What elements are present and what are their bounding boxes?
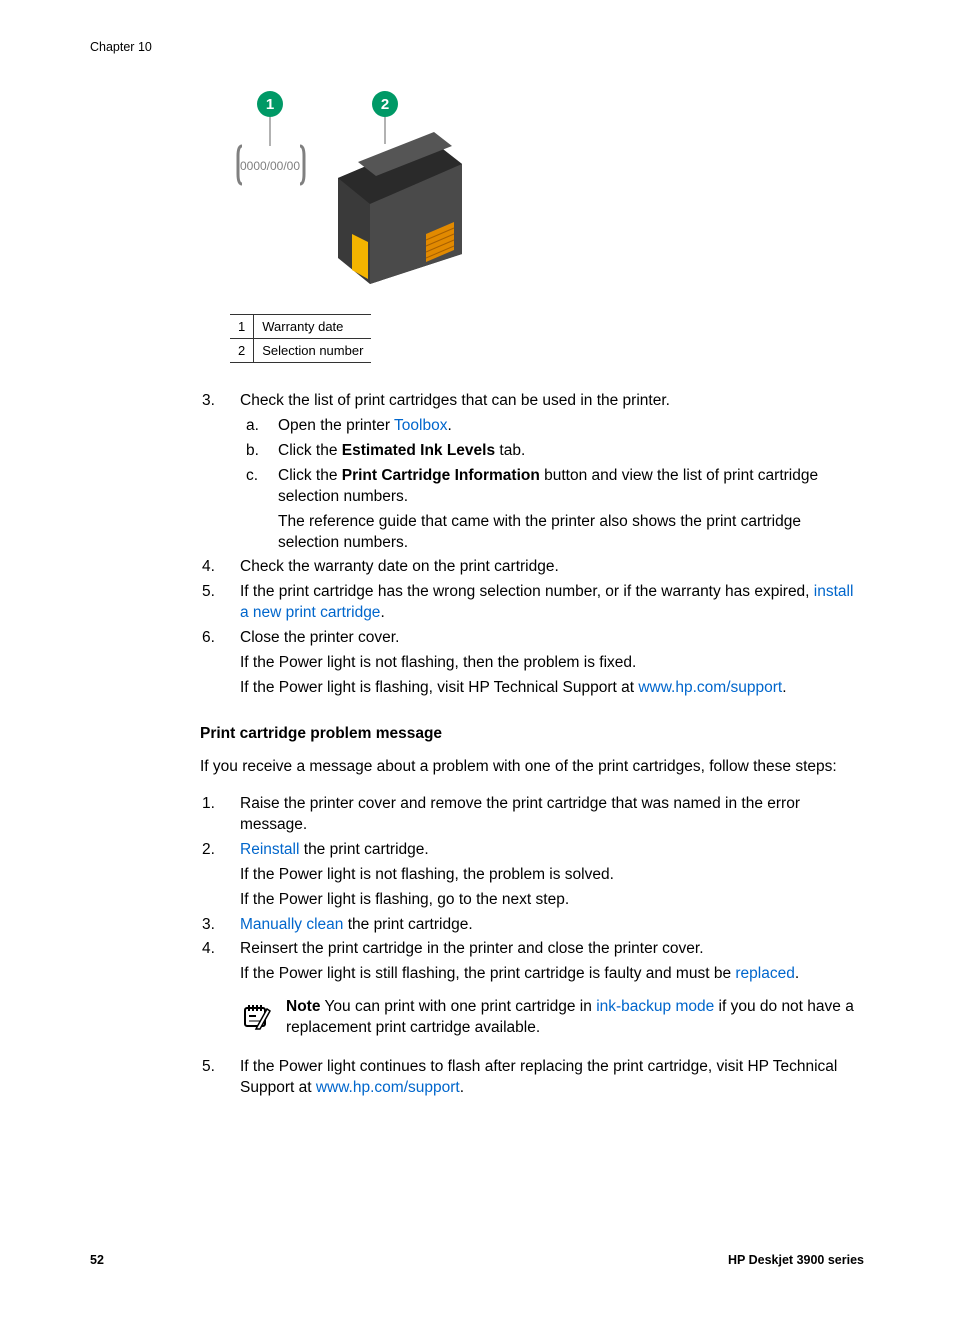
note-icon (240, 999, 272, 1036)
callout-1: 1 (266, 96, 274, 113)
toolbox-link[interactable]: Toolbox (394, 417, 447, 434)
step-3c-para: The reference guide that came with the p… (278, 512, 864, 554)
step-3c: Click the Print Cartridge Information bu… (278, 466, 864, 554)
manually-clean-link[interactable]: Manually clean (240, 916, 343, 933)
cartridge-figure: 1 2 0000/00/00 (230, 84, 864, 294)
s2-step-5: If the Power light continues to flash af… (240, 1057, 864, 1099)
step-6: Close the printer cover. If the Power li… (240, 628, 864, 699)
section2-intro: If you receive a message about a problem… (200, 757, 864, 778)
chapter-heading: Chapter 10 (90, 40, 864, 54)
s2-step-4: Reinsert the print cartridge in the prin… (240, 939, 864, 985)
legend-2-num: 2 (230, 339, 254, 363)
page-number: 52 (90, 1253, 104, 1267)
hp-support-link-2[interactable]: www.hp.com/support (316, 1079, 460, 1096)
note-label: Note (286, 998, 320, 1015)
legend-2-label: Selection number (254, 339, 372, 363)
figure-legend: 1 Warranty date 2 Selection number (230, 314, 371, 363)
ink-backup-link[interactable]: ink-backup mode (596, 998, 714, 1015)
step-5: If the print cartridge has the wrong sel… (240, 582, 864, 624)
legend-1-label: Warranty date (254, 315, 372, 339)
replaced-link[interactable]: replaced (735, 965, 794, 982)
footer-product: HP Deskjet 3900 series (728, 1253, 864, 1267)
step-3a: Open the printer Toolbox. (278, 416, 864, 437)
s2-step-1: Raise the printer cover and remove the p… (240, 794, 864, 836)
reinstall-link[interactable]: Reinstall (240, 841, 299, 858)
cartridge-graphic (338, 132, 462, 284)
section-print-cartridge-problem: Print cartridge problem message (200, 725, 864, 743)
s2-step-2: Reinstall the print cartridge. If the Po… (240, 840, 864, 911)
warranty-date-label: 0000/00/00 (240, 159, 300, 173)
note-block: Note You can print with one print cartri… (240, 997, 864, 1039)
s2-step-3: Manually clean the print cartridge. (240, 915, 864, 936)
callout-2: 2 (381, 96, 389, 113)
step-4: Check the warranty date on the print car… (240, 557, 864, 578)
legend-1-num: 1 (230, 315, 254, 339)
step-3b: Click the Estimated Ink Levels tab. (278, 441, 864, 462)
step-3: Check the list of print cartridges that … (240, 391, 864, 553)
hp-support-link-1[interactable]: www.hp.com/support (638, 679, 782, 696)
